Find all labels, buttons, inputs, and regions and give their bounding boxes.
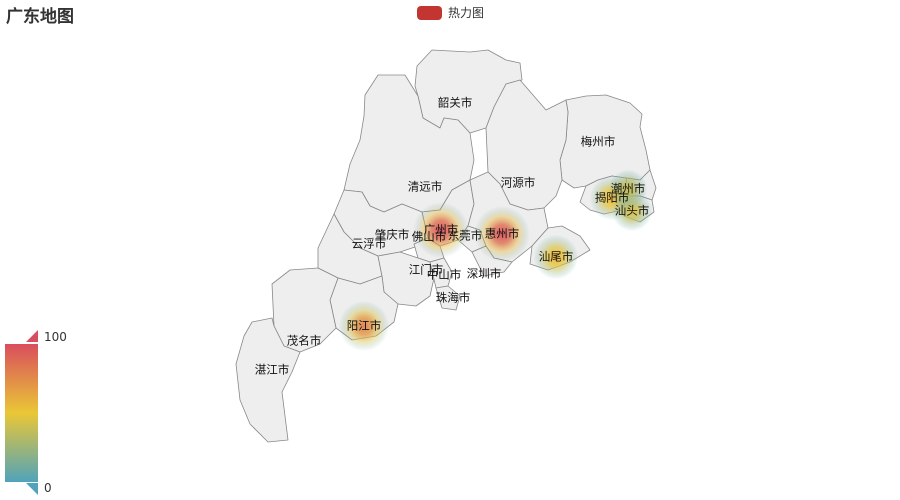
city-label-1: 梅州市 <box>581 135 616 149</box>
visual-map[interactable]: 100 0 <box>4 328 84 496</box>
city-label-17: 珠海市 <box>436 291 471 305</box>
city-label-6: 汕头市 <box>615 204 650 218</box>
city-label-16: 汕尾市 <box>539 250 574 264</box>
city-label-14: 中山市 <box>427 268 462 282</box>
heat-point-0 <box>413 202 469 258</box>
legend-label: 热力图 <box>448 6 485 20</box>
city-label-4: 潮州市 <box>611 182 646 196</box>
region-14[interactable] <box>429 257 453 289</box>
city-label-20: 湛江市 <box>255 363 290 377</box>
city-label-3: 河源市 <box>501 176 536 190</box>
city-label-18: 阳江市 <box>347 319 382 333</box>
heat-point-3 <box>533 234 579 280</box>
visual-map-gradient <box>5 344 38 482</box>
chart-title: 广东地图 <box>6 7 74 27</box>
heat-point-2 <box>338 300 390 352</box>
heat-layer <box>338 169 653 352</box>
city-label-9: 佛山市 <box>412 230 447 244</box>
city-label-5: 揭阳市 <box>595 191 630 205</box>
city-label-12: 云浮市 <box>352 237 387 251</box>
heat-point-6 <box>608 169 648 209</box>
city-label-11: 惠州市 <box>485 227 520 241</box>
legend-item-heatmap[interactable]: 热力图 <box>417 4 484 21</box>
legend-swatch <box>417 5 442 20</box>
region-20[interactable] <box>235 317 301 443</box>
city-label-2: 清远市 <box>408 180 443 194</box>
city-label-8: 肇庆市 <box>375 228 410 242</box>
city-label-15: 深圳市 <box>467 267 502 281</box>
city-label-0: 韶关市 <box>438 96 473 110</box>
city-label-13: 江门市 <box>409 263 444 277</box>
visual-map-max-handle <box>26 330 38 342</box>
visual-map-bar[interactable] <box>4 328 84 496</box>
region-17[interactable] <box>435 285 461 311</box>
heat-point-1 <box>474 206 530 262</box>
city-label-10: 东莞市 <box>448 229 483 243</box>
visual-map-max-label: 100 <box>44 330 67 344</box>
visual-map-min-handle <box>26 483 38 495</box>
city-label-19: 茂名市 <box>287 334 322 348</box>
visual-map-min-label: 0 <box>44 481 52 495</box>
city-label-7: 广州市 <box>424 223 459 237</box>
